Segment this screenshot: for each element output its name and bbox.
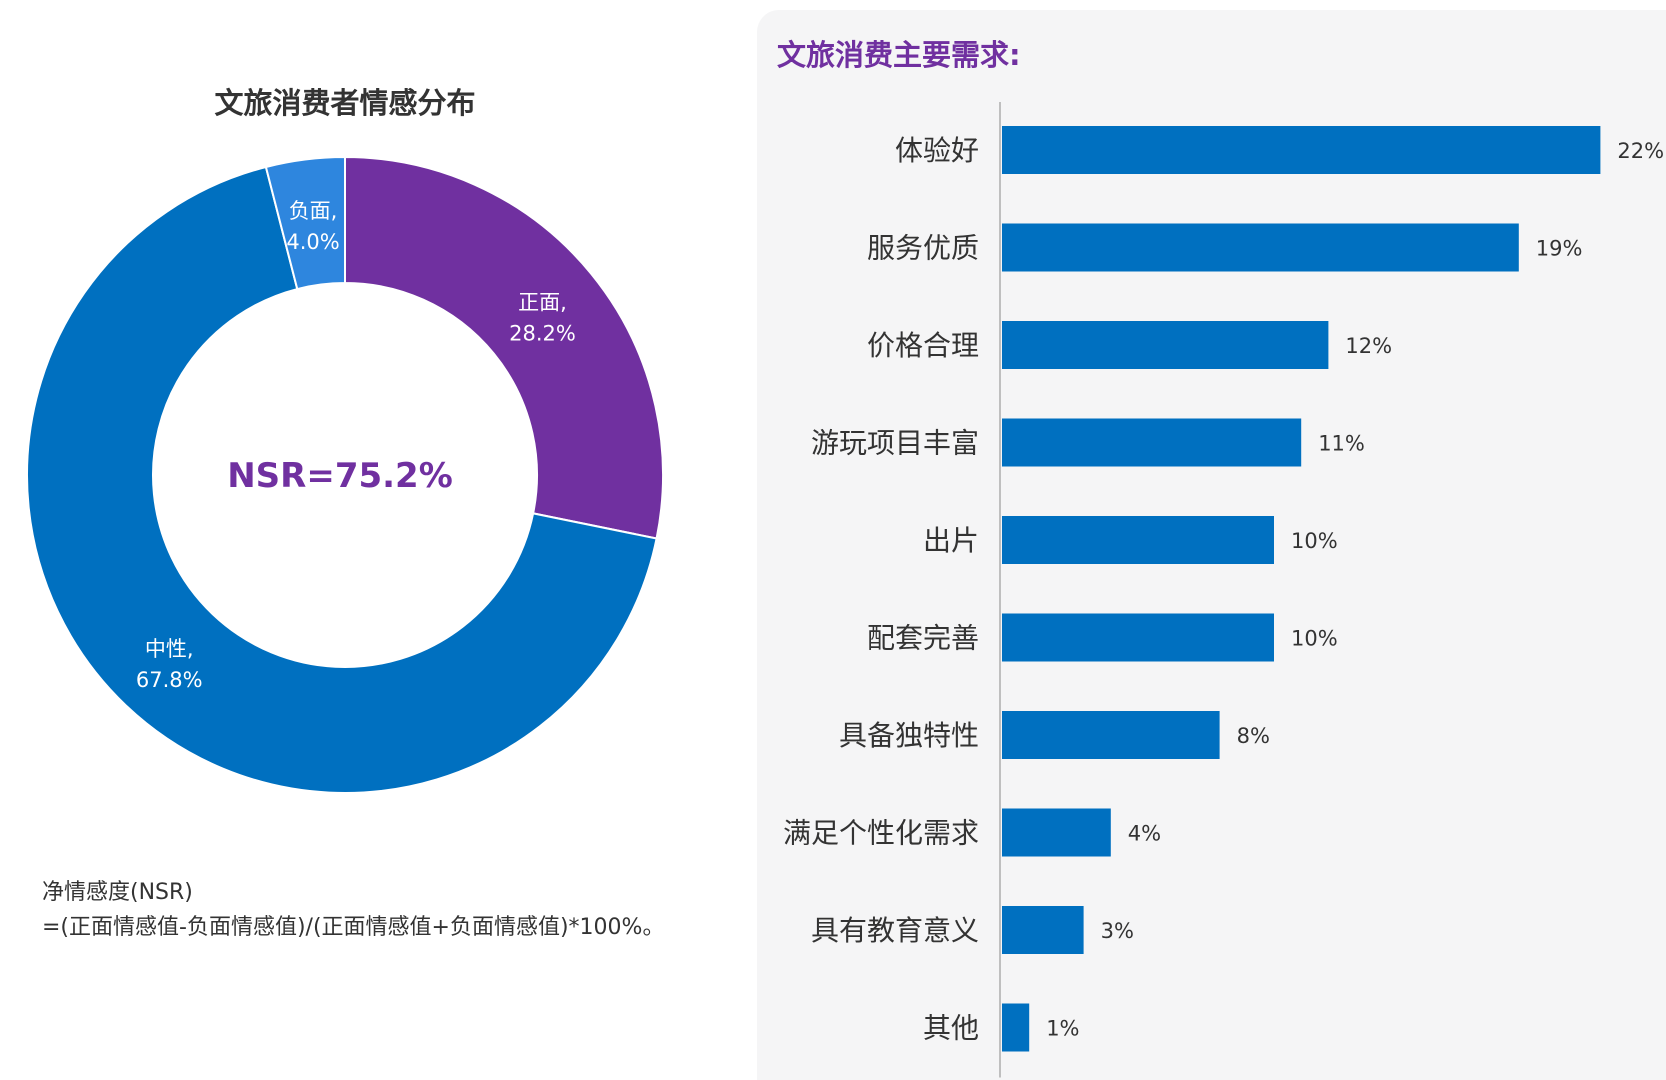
bar bbox=[1002, 711, 1220, 759]
donut-slice-value-2: 4.0% bbox=[286, 230, 339, 254]
donut-slice-value-1: 67.8% bbox=[136, 668, 203, 692]
bar-value-label: 3% bbox=[1101, 919, 1134, 943]
donut-slice-value-0: 28.2% bbox=[509, 322, 576, 346]
bar-category-label: 游玩项目丰富 bbox=[811, 427, 979, 460]
bar-category-label: 出片 bbox=[923, 524, 979, 557]
bar-category-label: 体验好 bbox=[895, 134, 979, 167]
donut-chart: 正面, 28.2% 中性, 67.8% 负面, 4.0% NSR=75.2% bbox=[26, 155, 664, 794]
bar-category-label: 具有教育意义 bbox=[811, 914, 979, 947]
bar-category-label: 具备独特性 bbox=[839, 719, 979, 752]
nsr-note-line-2: =(正面情感值-负面情感值)/(正面情感值+负面情感值)*100%。 bbox=[42, 915, 665, 940]
bar bbox=[1002, 516, 1274, 564]
donut-chart-title: 文旅消费者情感分布 bbox=[214, 86, 476, 120]
donut-slice-label-1: 中性, bbox=[145, 637, 194, 661]
bar bbox=[1002, 126, 1601, 174]
donut-slice-0 bbox=[344, 155, 664, 540]
bar bbox=[1002, 223, 1519, 272]
donut-slice-1 bbox=[26, 165, 658, 794]
bar-value-label: 4% bbox=[1128, 822, 1161, 846]
donut-slice-label-2: 负面, bbox=[289, 199, 338, 223]
bar-chart: 体验好 22% 服务优质 19% 价格合理 12% 游玩项目丰富 11% 出片 10% 配套完善 10… bbox=[783, 102, 1664, 1078]
bar-value-label: 10% bbox=[1291, 627, 1338, 651]
bar-value-label: 1% bbox=[1046, 1017, 1079, 1041]
donut-slice-label-0: 正面, bbox=[518, 291, 567, 315]
bar bbox=[1002, 613, 1274, 662]
bar bbox=[1002, 418, 1302, 467]
donut-center-label: NSR=75.2% bbox=[227, 456, 453, 496]
demand-panel: 文旅消费主要需求: 体验好 22% 服务优质 19% 价格合理 12% 游玩项目丰富 11% 出… bbox=[757, 10, 1666, 1080]
bar-category-label: 满足个性化需求 bbox=[783, 817, 979, 850]
bar-category-label: 配套完善 bbox=[867, 622, 979, 655]
donut-slice-2 bbox=[264, 155, 346, 291]
bar-category-label: 价格合理 bbox=[867, 329, 979, 362]
bar bbox=[1002, 1003, 1030, 1052]
bar-category-label: 服务优质 bbox=[867, 232, 979, 265]
sentiment-panel: 文旅消费者情感分布 正面, 28.2% 中性, 67.8% 负面, 4.0% NSR=75.… bbox=[0, 0, 760, 1080]
bar-value-label: 8% bbox=[1237, 724, 1270, 748]
bar-value-label: 10% bbox=[1291, 529, 1338, 553]
nsr-note-line-1: 净情感度(NSR) bbox=[42, 880, 193, 905]
bar-category-label: 其他 bbox=[923, 1012, 979, 1045]
bar-value-label: 12% bbox=[1345, 334, 1392, 358]
nsr-formula-note: 净情感度(NSR) =(正面情感值-负面情感值)/(正面情感值+负面情感值)*1… bbox=[42, 875, 664, 945]
bar bbox=[1002, 808, 1111, 857]
bar bbox=[1002, 906, 1084, 954]
bar-value-label: 19% bbox=[1536, 237, 1583, 261]
bar-value-label: 22% bbox=[1617, 139, 1664, 163]
bar-chart-title: 文旅消费主要需求: bbox=[777, 38, 1021, 72]
bar bbox=[1002, 321, 1329, 369]
bar-value-label: 11% bbox=[1318, 432, 1365, 456]
